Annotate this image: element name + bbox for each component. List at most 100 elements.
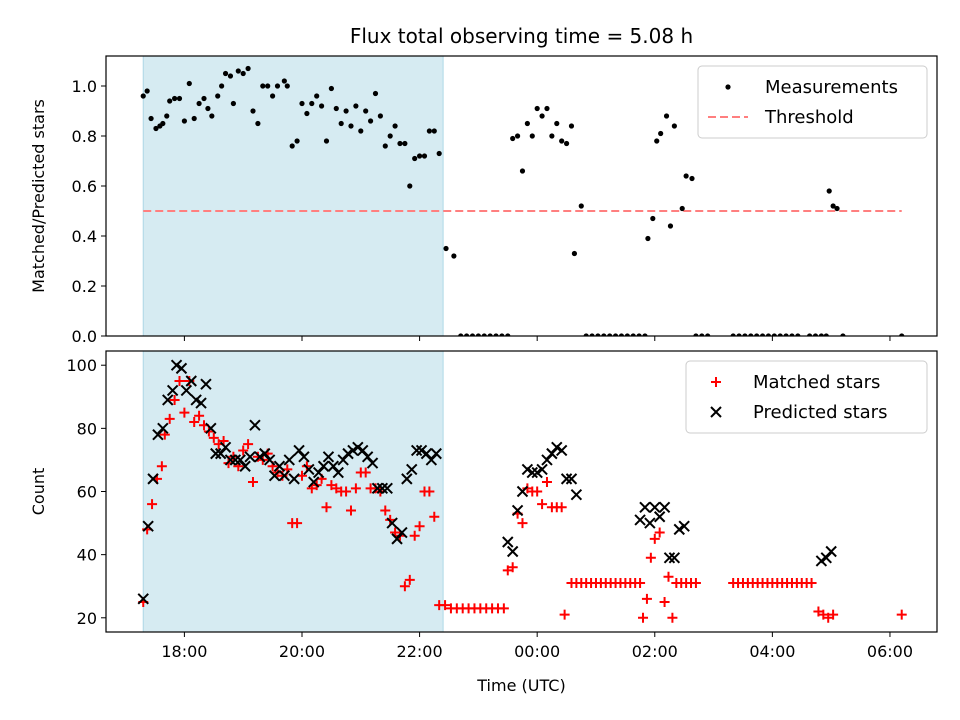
data-point (451, 253, 457, 259)
data-point (304, 110, 310, 117)
data-point (376, 482, 389, 495)
x-tick-label: 18:00 (161, 642, 207, 661)
data-point (337, 454, 349, 466)
data-point (519, 168, 526, 174)
data-point (174, 375, 185, 386)
data-point (649, 501, 661, 513)
data-point (392, 123, 398, 129)
y-tick-label: 0.6 (72, 177, 97, 196)
data-point (634, 514, 646, 526)
data-point (549, 133, 555, 139)
data-point (595, 333, 601, 336)
data-point (690, 578, 701, 589)
data-point (689, 175, 695, 182)
data-point (568, 123, 575, 129)
data-point (532, 486, 543, 497)
data-point (377, 113, 383, 119)
data-point (386, 517, 398, 529)
x-axis-label: Time (UTC) (476, 676, 565, 695)
data-point (238, 445, 249, 456)
data-point (180, 384, 193, 397)
y-tick-label: 60 (77, 483, 97, 502)
x-tick-label: 06:00 (867, 642, 913, 661)
data-point (499, 333, 505, 336)
data-point (635, 578, 646, 589)
data-point (754, 333, 760, 336)
data-point (205, 422, 217, 435)
data-point (147, 499, 158, 510)
data-point (317, 460, 330, 472)
data-point (429, 511, 440, 522)
data-point (357, 444, 369, 457)
data-point (663, 113, 670, 119)
data-point (201, 95, 207, 102)
data-point (263, 454, 276, 466)
data-point (414, 521, 425, 532)
data-point (671, 123, 677, 129)
data-point (807, 333, 813, 336)
data-point (314, 93, 320, 99)
data-point (166, 384, 179, 397)
data-point (469, 333, 476, 336)
y-tick-label: 100 (66, 356, 97, 375)
data-point (176, 95, 183, 102)
data-point (156, 461, 167, 472)
data-point (742, 333, 748, 336)
data-point (399, 581, 410, 592)
data-point (578, 203, 584, 209)
data-point (380, 505, 391, 516)
legend-box (697, 65, 928, 139)
plot-area (140, 65, 905, 336)
data-point (458, 333, 464, 336)
data-point (649, 533, 660, 544)
data-point (153, 125, 159, 132)
data-point (830, 203, 836, 209)
data-point (343, 108, 349, 114)
plot-area (137, 359, 907, 623)
data-point (382, 143, 388, 149)
data-point (828, 609, 839, 620)
data-point (818, 333, 824, 336)
data-point (583, 333, 589, 336)
data-point (219, 441, 232, 454)
data-point (481, 333, 487, 336)
data-point (308, 476, 320, 488)
data-point (658, 501, 671, 513)
data-point (541, 477, 552, 488)
data-point (208, 432, 219, 443)
data-point (322, 451, 335, 463)
data-point (653, 511, 666, 523)
data-point (219, 83, 225, 89)
data-point (152, 428, 164, 441)
data-point (186, 80, 192, 87)
data-point (205, 105, 211, 112)
data-point (247, 477, 258, 488)
y-tick-label: 80 (77, 419, 97, 438)
data-point (283, 454, 295, 466)
data-point (194, 410, 205, 421)
series-matched-stars (138, 375, 907, 623)
y-tick-label: 1.0 (72, 77, 97, 96)
data-point (234, 454, 246, 466)
legend-label: Measurements (765, 77, 898, 98)
data-point (554, 120, 560, 127)
data-point (195, 397, 207, 409)
data-point (224, 454, 237, 466)
data-point (826, 188, 832, 194)
data-point (292, 518, 303, 529)
data-point (321, 502, 332, 513)
data-point (431, 128, 437, 134)
data-point (436, 150, 442, 157)
data-point (210, 447, 222, 460)
data-point (563, 140, 570, 147)
data-point (421, 153, 428, 159)
data-point (555, 444, 568, 457)
data-point (338, 120, 344, 127)
data-point (358, 128, 364, 134)
data-point (823, 333, 829, 336)
data-point (795, 333, 801, 336)
data-point (493, 333, 499, 336)
data-point (312, 466, 325, 479)
data-point (510, 135, 516, 142)
data-point (406, 463, 418, 476)
